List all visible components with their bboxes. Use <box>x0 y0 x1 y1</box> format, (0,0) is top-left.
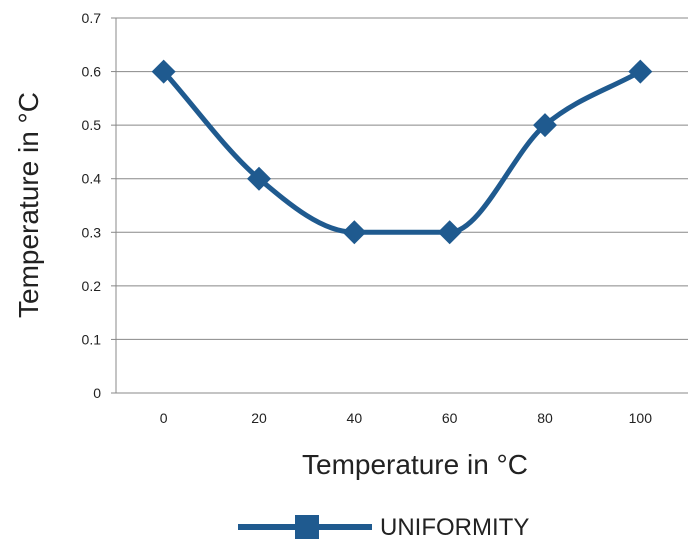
data-point-marker <box>533 113 557 138</box>
y-tick-label: 0.5 <box>82 117 102 133</box>
y-axis-title: Temperature in °C <box>13 92 44 318</box>
axes <box>115 18 688 394</box>
y-tick-label: 0.1 <box>82 331 102 347</box>
data-point-marker <box>342 220 367 245</box>
x-tick-label: 20 <box>251 410 267 426</box>
y-tick-label: 0.7 <box>82 10 102 26</box>
series-line <box>161 69 643 235</box>
x-tick-label: 80 <box>537 410 553 426</box>
y-tick-label: 0 <box>93 385 101 401</box>
series-layer <box>151 59 653 245</box>
y-tick-label: 0.6 <box>82 64 102 80</box>
x-tick-label: 60 <box>442 410 458 426</box>
gridlines <box>111 17 688 394</box>
y-tick-label: 0.2 <box>82 278 102 294</box>
data-point-marker <box>247 166 271 191</box>
legend: UNIFORMITY <box>238 514 529 539</box>
x-axis-title: Temperature in °C <box>302 449 528 480</box>
y-tick-labels: 0 0.1 0.2 0.3 0.4 0.5 0.6 0.7 <box>82 10 102 401</box>
x-tick-label: 40 <box>347 410 363 426</box>
x-tick-label: 100 <box>629 410 653 426</box>
x-tick-labels: 0 20 40 60 80 100 <box>160 410 652 426</box>
legend-marker <box>295 515 319 539</box>
y-tick-label: 0.3 <box>82 224 102 240</box>
legend-label: UNIFORMITY <box>380 514 529 539</box>
y-tick-label: 0.4 <box>82 171 102 187</box>
x-tick-label: 0 <box>160 410 168 426</box>
data-point-marker <box>437 220 462 245</box>
data-point-marker <box>628 59 653 84</box>
data-point-marker <box>151 59 176 84</box>
